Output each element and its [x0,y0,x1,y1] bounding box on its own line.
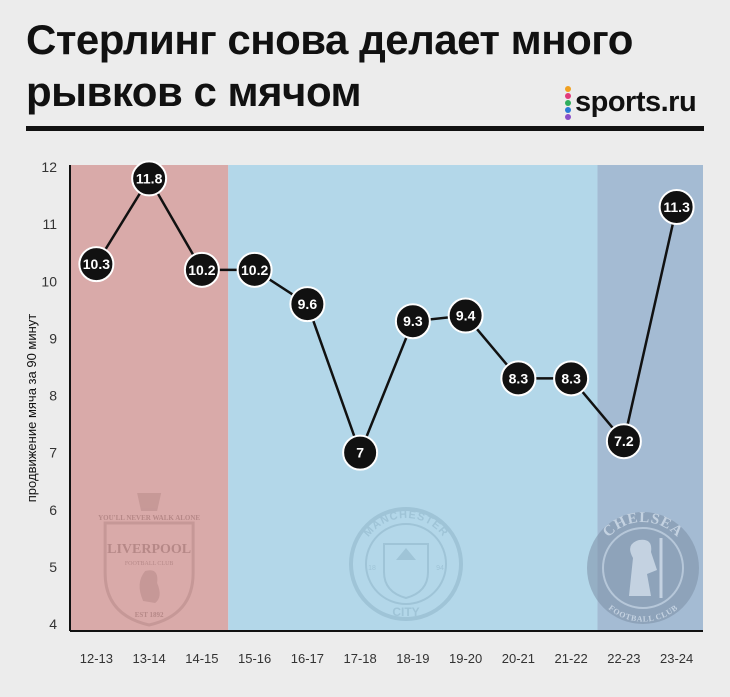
data-label: 9.6 [298,296,318,312]
brand-dot [565,86,571,92]
crest-motto: YOU'LL NEVER WALK ALONE [98,514,200,522]
y-axis-label: продвижение мяча за 90 минут [24,314,39,503]
crest-shield [383,543,429,600]
crest-city: CITY [392,605,419,619]
x-tick-label: 21-22 [555,651,588,666]
data-label: 8.3 [509,370,529,386]
data-label: 9.4 [456,308,476,324]
crest-liverbird [139,570,160,603]
data-point-marker [500,360,537,397]
x-tick-label: 17-18 [344,651,377,666]
x-tick-label: 19-20 [449,651,482,666]
crest-ring [349,507,463,621]
brand-dot [565,114,571,120]
chart-title: Стерлинг снова делает много рывков с мяч… [26,14,716,118]
brand-name: sports.ru [575,85,697,118]
crest-inner-ring [365,523,447,605]
y-tick-label: 9 [49,330,57,346]
y-tick-label: 6 [49,502,57,518]
brand-logo[interactable]: sports.ru [564,84,697,120]
crest-year-left: 18 [368,565,376,572]
y-tick-label: 12 [41,159,57,175]
y-tick-label: 5 [49,559,57,575]
x-tick-label: 16-17 [291,651,324,666]
data-label: 9.3 [403,313,423,329]
data-label: 10.2 [188,262,215,278]
crest-lion [629,539,657,596]
x-tick-label: 14-15 [185,651,218,666]
liverpool-crest-icon: YOU'LL NEVER WALK ALONE LIVERPOOL FOOTBALL… [98,493,200,627]
chart-axes: 4 5 6 7 8 9 10 11 12 12-13 13-14 14-15 15-16 16-17 17-… [41,159,703,666]
data-point-marker [342,434,379,471]
data-point-marker [605,423,642,460]
y-tick-label: 11 [42,216,57,232]
crest-subtitle: FOOTBALL CLUB [125,561,174,567]
data-label: 7.2 [614,433,634,449]
brand-dot [565,107,571,113]
y-tick-label: 4 [49,616,57,632]
data-point-marker [78,246,115,283]
crest-gate [137,493,162,511]
data-point-marker [658,188,695,225]
data-point-marker [131,160,168,197]
data-label: 8.3 [561,370,581,386]
data-label: 11.3 [663,199,690,215]
x-tick-label: 13-14 [133,651,166,666]
crest-name: LIVERPOOL [107,542,191,557]
crest-year-right: 94 [436,565,444,572]
data-point-marker [394,303,431,340]
title-line-2: рывков с мячом [26,68,362,115]
x-tick-label: 20-21 [502,651,535,666]
data-label: 10.3 [83,256,110,272]
title-divider [26,126,704,131]
brand-dot [565,93,571,99]
x-tick-label: 12-13 [80,651,113,666]
brand-dots-icon [564,86,572,120]
brand-dot [565,100,571,106]
crest-est: EST 1892 [135,611,164,619]
y-tick-label: 7 [49,445,57,461]
data-point-marker [183,251,220,288]
x-tick-label: 18-19 [396,651,429,666]
club-period-bands [70,165,703,631]
x-tick-label: 23-24 [660,651,693,666]
crest-shield [103,521,195,627]
data-point-marker [236,251,273,288]
data-point-marker [553,360,590,397]
data-label: 11.8 [136,170,163,186]
band-liverpool [70,165,229,631]
title-line-1: Стерлинг снова делает много [26,16,633,63]
data-points: 10.3 11.8 10.2 10.2 9.6 7 9.3 9.4 8.3 8.3 7.2 11.3 [78,160,695,471]
data-label: 7 [356,445,364,461]
x-tick-label: 22-23 [607,651,640,666]
band-manchester-city [228,165,598,631]
crest-inner-ring [602,527,684,609]
y-axis-label-group: продвижение мяча за 90 минут [24,314,39,503]
data-point-marker [447,297,484,334]
crest-ship [396,548,416,560]
y-tick-label: 10 [41,273,57,289]
data-point-marker [289,286,326,323]
x-tick-label: 15-16 [238,651,271,666]
y-tick-label: 8 [49,388,57,404]
data-label: 10.2 [241,262,268,278]
